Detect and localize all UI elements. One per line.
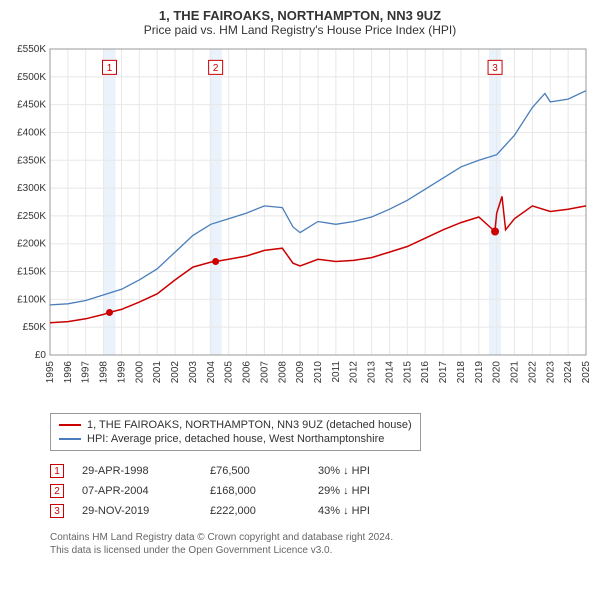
x-tick-label: 2025	[581, 361, 592, 384]
event-price: £168,000	[210, 485, 300, 497]
event-band	[210, 49, 222, 355]
event-band	[489, 49, 501, 355]
event-diff: 30% ↓ HPI	[318, 465, 370, 477]
x-tick-label: 2022	[527, 361, 538, 384]
x-tick-label: 2020	[492, 361, 503, 384]
chart-svg: £0 £50K £100K £150K £200K £250K £300K £350K £400…	[8, 43, 592, 403]
y-tick-label: £550K	[17, 44, 46, 55]
x-tick-label: 2005	[224, 361, 235, 384]
y-tick-label: £200K	[17, 239, 46, 250]
x-tick-label: 1996	[63, 361, 74, 384]
x-tick-label: 2024	[563, 361, 574, 384]
event-date: 29-APR-1998	[82, 465, 192, 477]
y-tick-label: £0	[35, 350, 47, 361]
event-date: 29-NOV-2019	[82, 505, 192, 517]
event-marker-number: 2	[213, 63, 219, 74]
y-tick-label: £100K	[17, 294, 46, 305]
x-tick-label: 2009	[295, 361, 306, 384]
event-diff: 29% ↓ HPI	[318, 485, 370, 497]
x-tick-label: 2018	[456, 361, 467, 384]
event-marker-icon: 2	[50, 484, 64, 498]
x-tick-label: 2019	[474, 361, 485, 384]
x-tick-label: 1997	[81, 361, 92, 384]
y-tick-label: £50K	[23, 322, 47, 333]
x-tick-label: 2008	[277, 361, 288, 384]
event-marker-icon: 1	[50, 464, 64, 478]
event-marker-number: 3	[492, 63, 498, 74]
x-tick-label: 2015	[402, 361, 413, 384]
event-marker-icon: 3	[50, 504, 64, 518]
legend: 1, THE FAIROAKS, NORTHAMPTON, NN3 9UZ (d…	[50, 413, 421, 451]
footer-line-2: This data is licensed under the Open Gov…	[50, 544, 592, 557]
sale-dot	[106, 309, 113, 316]
footer-line-1: Contains HM Land Registry data © Crown c…	[50, 531, 592, 544]
event-row: 3 29-NOV-2019 £222,000 43% ↓ HPI	[50, 501, 592, 521]
x-tick-label: 2016	[420, 361, 431, 384]
x-tick-label: 2021	[510, 361, 521, 384]
chart-subtitle: Price paid vs. HM Land Registry's House …	[8, 23, 592, 37]
legend-swatch	[59, 424, 81, 426]
x-tick-label: 2004	[206, 361, 217, 384]
y-tick-label: £500K	[17, 72, 46, 83]
x-tick-label: 2012	[349, 361, 360, 384]
event-date: 07-APR-2004	[82, 485, 192, 497]
legend-row: 1, THE FAIROAKS, NORTHAMPTON, NN3 9UZ (d…	[59, 418, 412, 432]
y-tick-label: £300K	[17, 183, 46, 194]
y-tick-label: £350K	[17, 155, 46, 166]
x-tick-label: 1998	[99, 361, 110, 384]
legend-row: HPI: Average price, detached house, West…	[59, 432, 412, 446]
event-diff: 43% ↓ HPI	[318, 505, 370, 517]
x-tick-label: 2011	[331, 361, 342, 383]
x-tick-label: 2014	[384, 361, 395, 384]
legend-swatch	[59, 438, 81, 440]
y-tick-label: £450K	[17, 100, 46, 111]
x-tick-label: 2006	[242, 361, 253, 384]
x-tick-label: 2003	[188, 361, 199, 384]
x-tick-label: 2023	[545, 361, 556, 384]
x-tick-label: 2000	[134, 361, 145, 384]
legend-label: 1, THE FAIROAKS, NORTHAMPTON, NN3 9UZ (d…	[87, 419, 412, 431]
event-price: £222,000	[210, 505, 300, 517]
event-row: 2 07-APR-2004 £168,000 29% ↓ HPI	[50, 481, 592, 501]
x-tick-label: 2010	[313, 361, 324, 384]
event-price: £76,500	[210, 465, 300, 477]
legend-label: HPI: Average price, detached house, West…	[87, 433, 384, 445]
x-tick-label: 2007	[259, 361, 270, 384]
x-tick-label: 1999	[116, 361, 127, 384]
x-tick-label: 2017	[438, 361, 449, 384]
x-tick-label: 2013	[367, 361, 378, 384]
sale-dot	[491, 227, 499, 235]
footer-attribution: Contains HM Land Registry data © Crown c…	[50, 531, 592, 557]
events-table: 1 29-APR-1998 £76,500 30% ↓ HPI 2 07-APR-2004…	[50, 461, 592, 521]
chart-area: £0 £50K £100K £150K £200K £250K £300K £350K £400…	[8, 43, 592, 403]
y-tick-label: £250K	[17, 211, 46, 222]
event-marker-number: 1	[107, 63, 113, 74]
x-tick-label: 1995	[45, 361, 56, 384]
sale-dot	[212, 258, 219, 265]
x-tick-label: 2002	[170, 361, 181, 384]
y-tick-label: £400K	[17, 127, 46, 138]
y-tick-label: £150K	[17, 267, 46, 278]
x-tick-label: 2001	[152, 361, 163, 384]
chart-title: 1, THE FAIROAKS, NORTHAMPTON, NN3 9UZ	[8, 8, 592, 23]
event-row: 1 29-APR-1998 £76,500 30% ↓ HPI	[50, 461, 592, 481]
